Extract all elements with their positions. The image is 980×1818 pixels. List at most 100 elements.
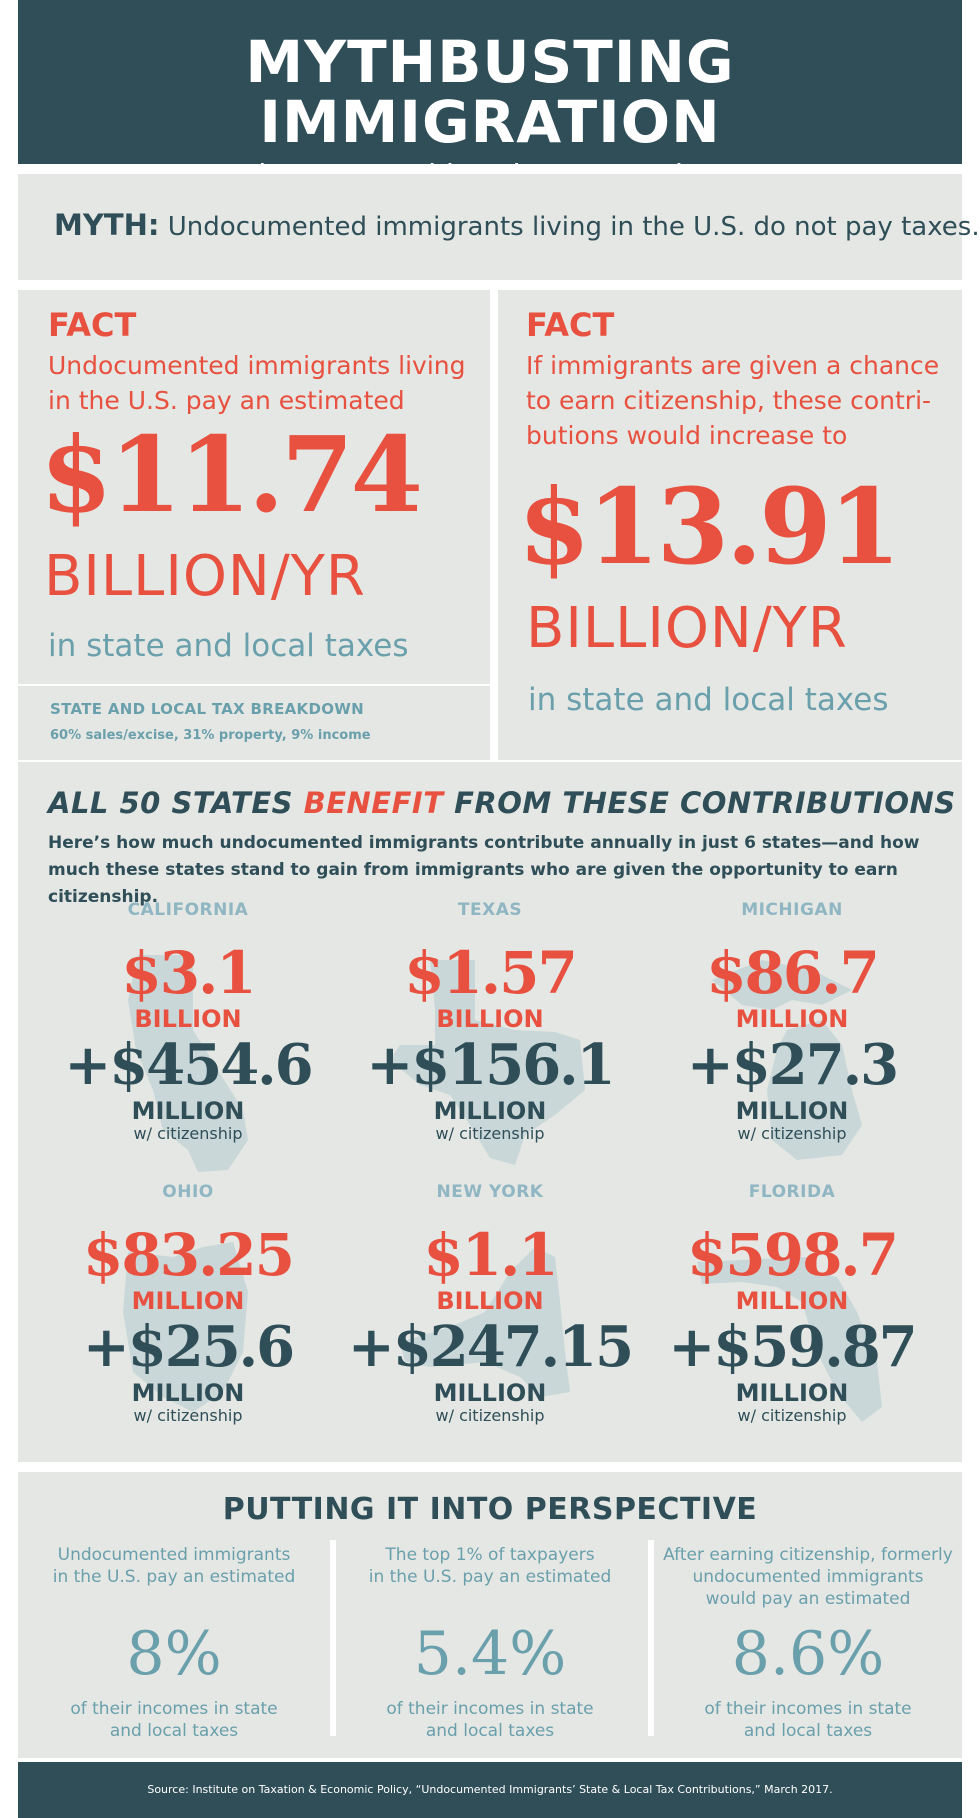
state-current-amount: $1.1 <box>423 1221 558 1289</box>
states-panel: ALL 50 STATES BENEFIT FROM THESE CONTRIB… <box>18 762 962 1462</box>
state-name: MICHIGAN <box>741 900 843 920</box>
perspective-description: After earning citizenship, formerly undo… <box>658 1544 958 1612</box>
perspective-column: Undocumented immigrants in the U.S. pay … <box>24 1544 324 1742</box>
fact-description: Undocumented immigrants living in the U.… <box>48 348 466 418</box>
perspective-value: 5.4% <box>413 1619 567 1689</box>
state-gain-unit: MILLION <box>433 1379 547 1407</box>
perspective-footnote: of their incomes in state and local taxe… <box>658 1698 958 1742</box>
perspective-column: After earning citizenship, formerly undo… <box>658 1544 958 1742</box>
page-title: MYTHBUSTING IMMIGRATION <box>245 28 735 156</box>
states-title-part: ALL 50 STATES <box>48 786 304 820</box>
source-citation: Source: Institute on Taxation & Economic… <box>18 1762 962 1818</box>
fact-description-line: If immigrants are given a chance <box>526 351 940 380</box>
fact-unit: BILLION/YR <box>526 596 848 661</box>
state-name: OHIO <box>162 1182 214 1202</box>
perspective-panel: PUTTING IT INTO PERSPECTIVE Undocumented… <box>18 1472 962 1758</box>
state-ohio: OHIO $83.25 MILLION +$25.6 MILLION w/ ci… <box>38 1182 338 1426</box>
column-divider <box>330 1540 336 1736</box>
state-current-unit: MILLION <box>131 1287 245 1315</box>
fact-panel-current: FACT Undocumented immigrants living in t… <box>18 290 490 684</box>
state-gain-note: w/ citizenship <box>737 1406 847 1425</box>
fact-panel-citizenship: FACT If immigrants are given a chance to… <box>498 290 962 760</box>
state-current-amount: $598.7 <box>687 1221 899 1289</box>
perspective-footnote-line: of their incomes in state <box>70 1699 278 1719</box>
state-citizenship-gain: +$247.15 <box>347 1314 634 1380</box>
state-gain-unit: MILLION <box>131 1097 245 1125</box>
myth-text: Undocumented immigrants living in the U.… <box>167 212 980 242</box>
new-york-map-icon <box>400 1247 570 1397</box>
myth-label: MYTH: <box>54 208 160 242</box>
perspective-description-line: After earning citizenship, formerly <box>663 1545 953 1565</box>
state-gain-note: w/ citizenship <box>133 1406 243 1425</box>
state-current-amount: $1.57 <box>404 939 578 1007</box>
state-gain-unit: MILLION <box>131 1379 245 1407</box>
state-gain-note: w/ citizenship <box>737 1124 847 1143</box>
perspective-footnote: of their incomes in state and local taxe… <box>340 1698 640 1742</box>
state-california: CALIFORNIA $3.1 BILLION +$454.6 MILLION … <box>38 900 338 1172</box>
state-current-amount: $86.7 <box>706 939 880 1007</box>
state-current-unit: MILLION <box>735 1287 849 1315</box>
state-current-unit: BILLION <box>134 1005 242 1033</box>
state-gain-note: w/ citizenship <box>133 1124 243 1143</box>
perspective-value: 8.6% <box>731 1619 885 1689</box>
perspective-description: The top 1% of taxpayers in the U.S. pay … <box>340 1544 640 1612</box>
myth-panel: MYTH: Undocumented immigrants living in … <box>18 174 980 280</box>
state-current-unit: BILLION <box>436 1005 544 1033</box>
state-name: FLORIDA <box>748 1182 836 1202</box>
state-current-amount: $3.1 <box>121 939 256 1007</box>
michigan-map-icon <box>712 960 862 1160</box>
perspective-description-line: Undocumented immigrants <box>57 1545 291 1565</box>
perspective-description-line: would pay an estimated <box>705 1589 911 1609</box>
perspective-footnote-line: of their incomes in state <box>386 1699 594 1719</box>
states-title-emphasis: BENEFIT <box>303 786 444 820</box>
fact-amount: $11.74 <box>40 413 423 536</box>
state-citizenship-gain: +$27.3 <box>686 1032 899 1098</box>
column-divider <box>648 1540 654 1736</box>
breakdown-title: STATE AND LOCAL TAX BREAKDOWN <box>50 700 364 718</box>
perspective-column: The top 1% of taxpayers in the U.S. pay … <box>340 1544 640 1742</box>
state-gain-note: w/ citizenship <box>435 1124 545 1143</box>
fact-label: FACT <box>48 306 137 344</box>
state-citizenship-gain: +$25.6 <box>82 1314 295 1380</box>
perspective-footnote-line: and local taxes <box>109 1721 239 1741</box>
states-title-part: FROM THESE CONTRIBUTIONS <box>443 786 956 820</box>
state-texas: TEXAS $1.57 BILLION +$156.1 MILLION w/ c… <box>340 900 640 1165</box>
state-name: CALIFORNIA <box>127 900 249 920</box>
state-gain-note: w/ citizenship <box>435 1406 545 1425</box>
state-new-york: NEW YORK $1.1 BILLION +$247.15 MILLION w… <box>340 1182 640 1426</box>
ohio-map-icon <box>123 1242 248 1412</box>
state-name: TEXAS <box>457 900 523 920</box>
florida-map-icon <box>697 1257 882 1422</box>
fact-description-line: butions would increase to <box>526 421 848 450</box>
states-title: ALL 50 STATES BENEFIT FROM THESE CONTRIB… <box>48 786 956 820</box>
state-gain-unit: MILLION <box>735 1379 849 1407</box>
fact-unit: BILLION/YR <box>44 544 366 609</box>
fact-description-line: Undocumented immigrants living <box>48 351 466 380</box>
state-gain-unit: MILLION <box>735 1097 849 1125</box>
fact-amount: $13.91 <box>518 465 901 588</box>
header-banner: MYTHBUSTING IMMIGRATION Undocumented imm… <box>18 0 962 194</box>
state-current-unit: BILLION <box>436 1287 544 1315</box>
breakdown-values: 60% sales/excise, 31% property, 9% incom… <box>50 728 371 743</box>
state-current-unit: MILLION <box>735 1005 849 1033</box>
state-current-amount: $83.25 <box>83 1221 295 1289</box>
perspective-description-line: undocumented immigrants <box>692 1567 924 1587</box>
fact-subtext: in state and local taxes <box>48 628 409 664</box>
myth-statement: MYTH: Undocumented immigrants living in … <box>54 208 980 242</box>
fact-subtext: in state and local taxes <box>528 682 889 718</box>
perspective-title: PUTTING IT INTO PERSPECTIVE <box>222 1492 758 1527</box>
perspective-value: 8% <box>126 1619 222 1689</box>
perspective-footnote-line: and local taxes <box>743 1721 873 1741</box>
perspective-description-line: The top 1% of taxpayers <box>385 1545 595 1565</box>
perspective-description-line: in the U.S. pay an estimated <box>368 1567 612 1587</box>
fact-description: If immigrants are given a chance to earn… <box>526 348 939 453</box>
state-citizenship-gain: +$454.6 <box>64 1032 313 1098</box>
fact-label: FACT <box>526 306 615 344</box>
state-michigan: MICHIGAN $86.7 MILLION +$27.3 MILLION w/… <box>642 900 942 1160</box>
state-citizenship-gain: +$156.1 <box>366 1032 615 1098</box>
state-gain-unit: MILLION <box>433 1097 547 1125</box>
texas-map-icon <box>390 960 585 1165</box>
california-map-icon <box>128 955 248 1172</box>
state-florida: FLORIDA $598.7 MILLION +$59.87 MILLION w… <box>642 1182 942 1426</box>
